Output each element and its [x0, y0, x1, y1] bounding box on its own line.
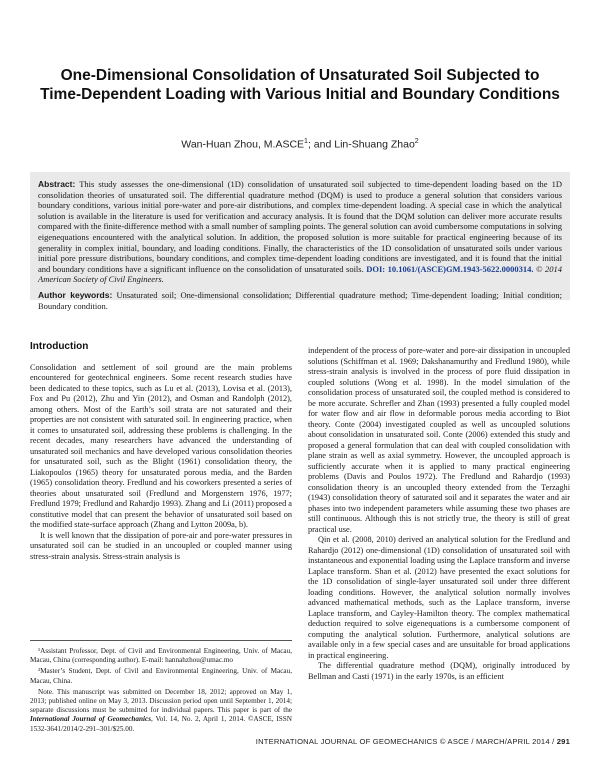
abstract: Abstract: This study assesses the one-di…	[38, 179, 562, 285]
doi-link[interactable]: DOI: 10.1061/(ASCE)GM.1943-5622.0000314.	[366, 263, 534, 274]
author-line: Wan-Huan Zhou, M.ASCE1; and Lin-Shuang Z…	[40, 138, 560, 151]
note-text-post: , Vol. 14, No. 2, April 1, 2014. ©ASCE, …	[30, 715, 292, 733]
body-paragraph-1: independent of the process of pore-water…	[308, 346, 570, 534]
abstract-text: This study assesses the one-dimensional …	[38, 179, 562, 274]
body-paragraph-3: The differential quadrature method (DQM)…	[308, 661, 570, 681]
author-1-mark: 1	[304, 138, 308, 145]
right-column: independent of the process of pore-water…	[308, 346, 570, 682]
footnote-1: ¹Assistant Professor, Dept. of Civil and…	[30, 647, 292, 665]
abstract-label: Abstract:	[38, 179, 76, 189]
author-2-name: Lin-Shuang Zhao	[334, 138, 415, 151]
abstract-box: Abstract: This study assesses the one-di…	[30, 172, 570, 311]
note-text-pre: Note. This manuscript was submitted on D…	[30, 687, 292, 715]
journal-name: International Journal of Geomechanics	[30, 715, 152, 724]
footnotes: ¹Assistant Professor, Dept. of Civil and…	[30, 640, 292, 736]
journal-footer-text: INTERNATIONAL JOURNAL OF GEOMECHANICS © …	[255, 737, 557, 746]
intro-paragraph-2: It is well known that the dissipation of…	[30, 530, 292, 561]
copyright-notice: © 2014 American Society of Civil Enginee…	[38, 263, 562, 285]
section-heading-introduction: Introduction	[30, 341, 89, 352]
page-number: 291	[556, 737, 570, 746]
author-separator: ; and	[307, 138, 335, 151]
running-footer: INTERNATIONAL JOURNAL OF GEOMECHANICS © …	[30, 737, 570, 746]
author-1-name: Wan-Huan Zhou, M.ASCE	[181, 138, 305, 151]
keywords-text: Unsaturated soil; One-dimensional consol…	[38, 289, 562, 311]
body-paragraph-2: Qin et al. (2008, 2010) derived an analy…	[308, 535, 570, 660]
keywords: Author keywords: Unsaturated soil; One-d…	[38, 290, 562, 311]
author-2-mark: 2	[414, 138, 419, 145]
footnote-2: ²Master’s Student, Dept. of Civil and En…	[30, 667, 292, 685]
intro-paragraph-1: Consolidation and settlement of soil gro…	[30, 362, 292, 530]
left-column: Introduction Consolidation and settlemen…	[30, 341, 292, 562]
keywords-label: Author keywords:	[38, 289, 113, 300]
paper-title: One-Dimensional Consolidation of Unsatur…	[40, 67, 560, 103]
submission-note: Note. This manuscript was submitted on D…	[30, 688, 292, 734]
